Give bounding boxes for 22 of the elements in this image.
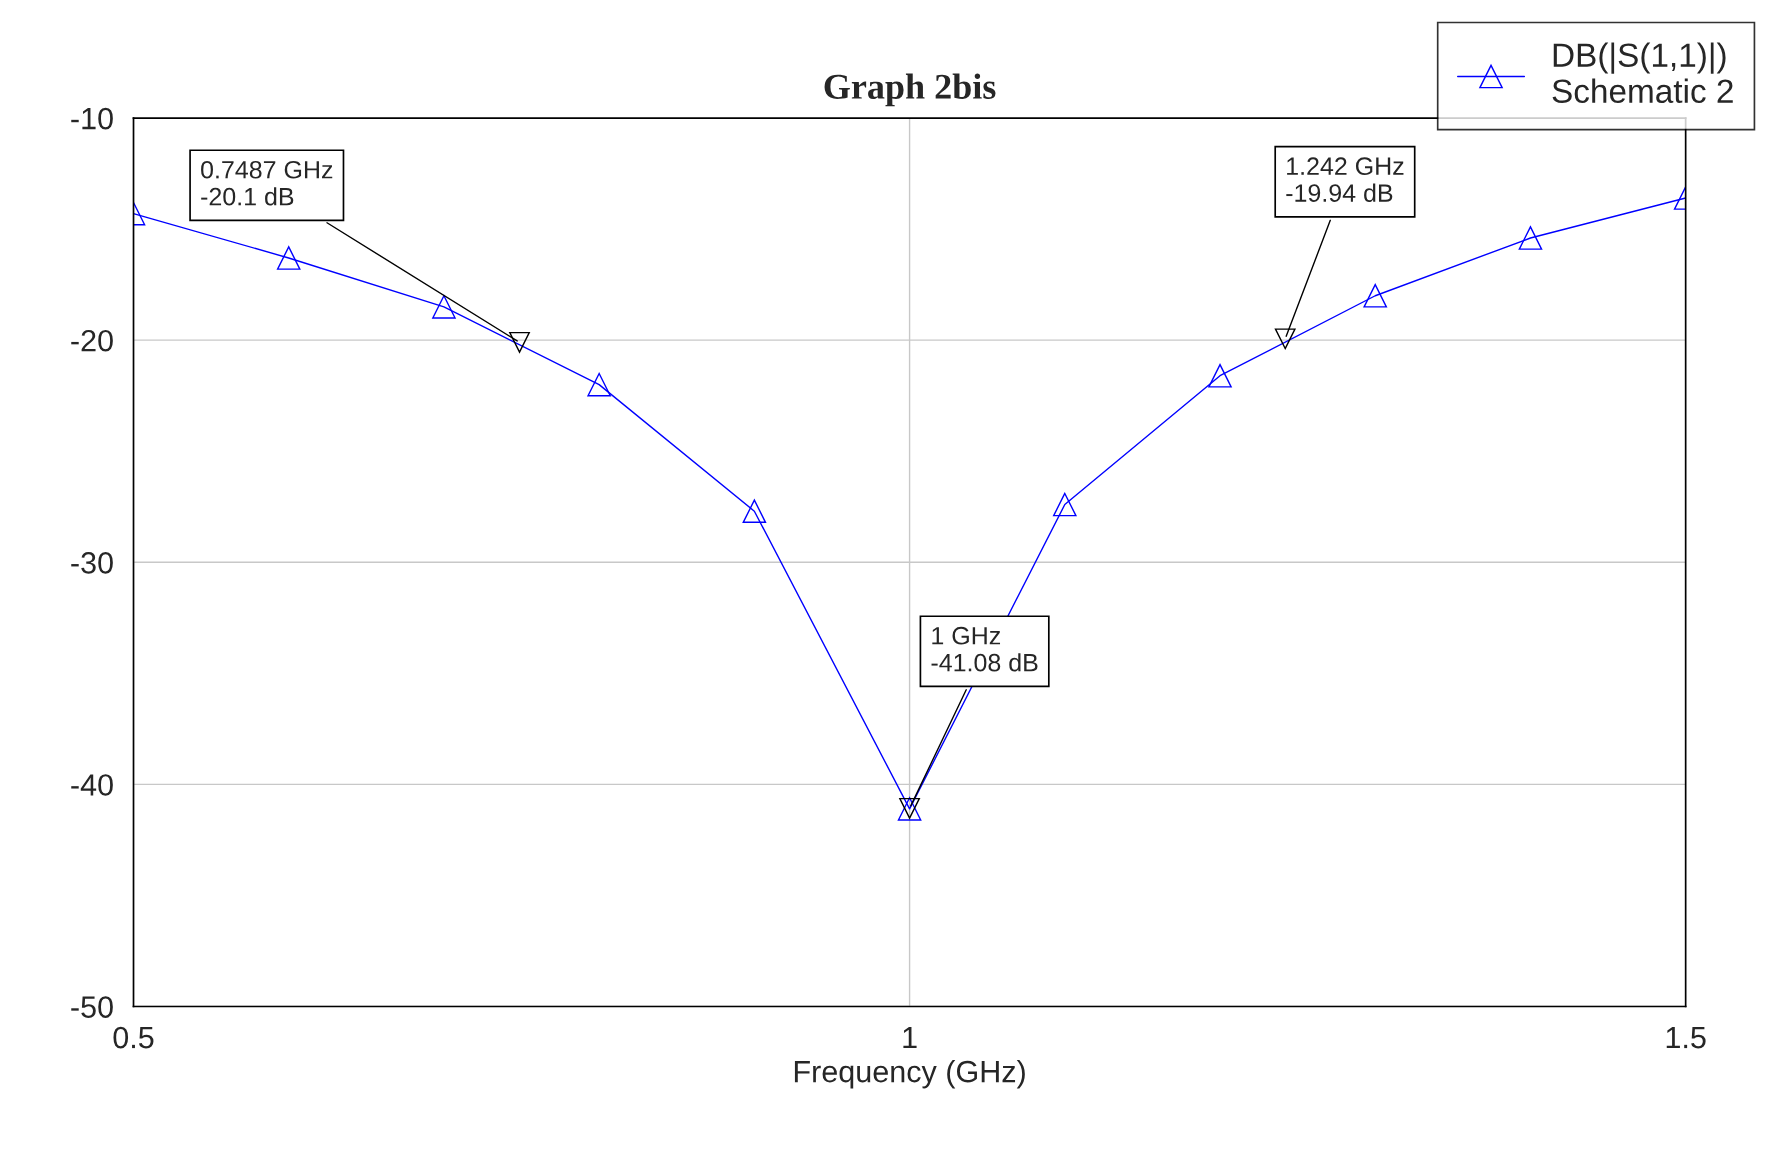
y-tick-label: -30 [71,552,113,574]
y-tick-label: -50 [71,996,113,1018]
point [1363,283,1388,308]
point [587,372,611,397]
x-tick-label: 0.5 [113,1026,154,1049]
y-tick-label: -10 [71,107,113,130]
point [742,499,767,524]
point [1518,226,1543,250]
y-tick-label: -20 [71,329,113,352]
point [1208,363,1232,388]
annotation: 1.242 GHz -19.94 dB [1286,157,1404,202]
chart-title: Graph 2bis [824,73,996,107]
legend-label: DB(|S(1,1)|) Schematic 2 [1552,42,1733,104]
point [432,295,456,319]
x-tick-label: 1.5 [1666,1027,1706,1049]
point [276,246,301,270]
y-tick-label: -40 [71,774,113,796]
annotation: 0.7487 GHz -20.1 dB [201,160,333,206]
point [1052,492,1077,517]
x-axis-title: Frequency (GHz) [794,1059,1025,1089]
annotation: 1 GHz -41.08 dB [931,626,1038,672]
x-tick-label: 1 [903,1027,917,1049]
